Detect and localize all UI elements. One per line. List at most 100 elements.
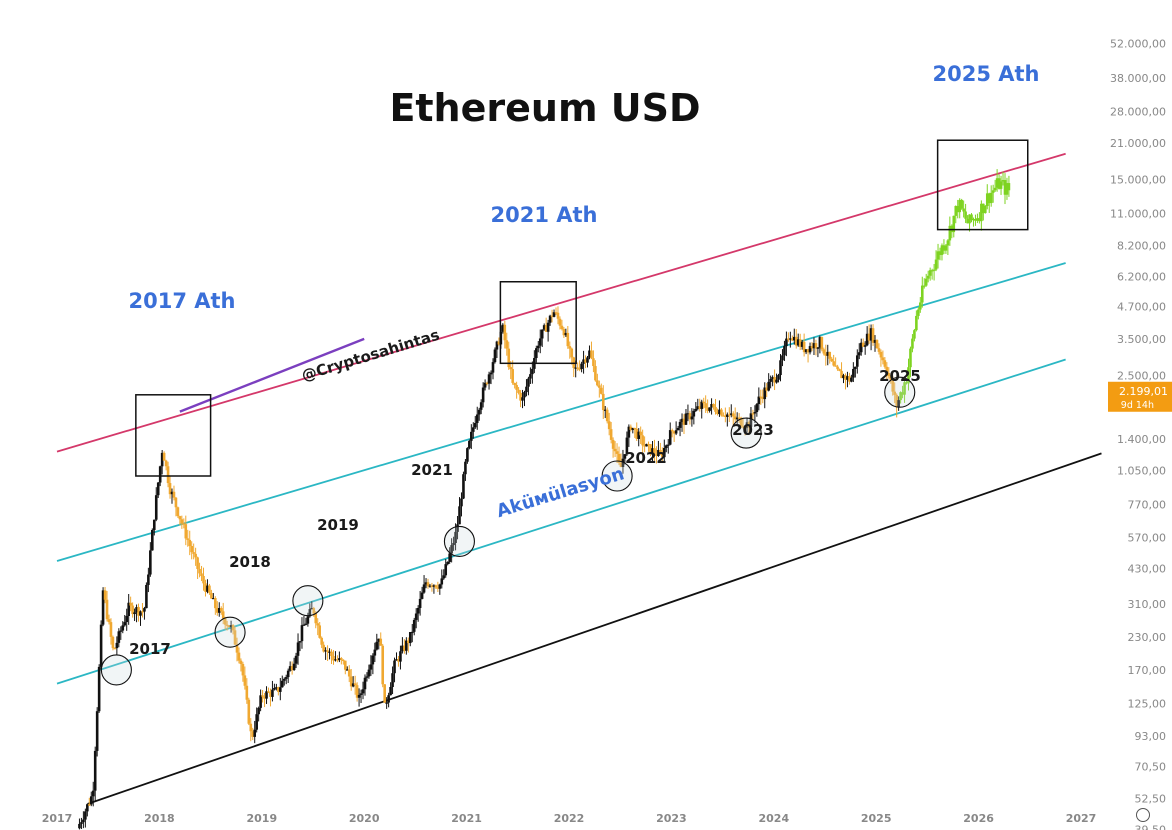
- candle: [117, 628, 121, 648]
- candle-body: [779, 360, 782, 376]
- candle-body: [625, 437, 629, 455]
- candle: [842, 373, 845, 384]
- candle-body: [985, 193, 989, 207]
- candle-body: [180, 519, 184, 524]
- candle: [416, 605, 420, 622]
- candle: [938, 247, 942, 261]
- candle: [324, 647, 327, 660]
- candle: [917, 307, 920, 320]
- price-tag: [1108, 381, 1172, 412]
- candle-body: [920, 285, 924, 303]
- candle-body: [783, 346, 786, 356]
- candle-body: [789, 338, 792, 340]
- candle: [385, 697, 388, 709]
- candle: [450, 538, 453, 563]
- candle-body: [403, 645, 406, 651]
- candle: [365, 672, 369, 682]
- candle: [536, 341, 540, 353]
- candle: [470, 424, 473, 450]
- candle-body: [907, 367, 910, 384]
- candle: [320, 636, 323, 649]
- candle: [418, 590, 422, 616]
- candle: [865, 326, 869, 347]
- candle-body: [905, 382, 908, 384]
- candle: [275, 683, 278, 691]
- candle-body: [154, 495, 158, 520]
- settings-icon[interactable]: [1136, 808, 1150, 822]
- candle-body: [586, 357, 589, 363]
- candle-body: [686, 413, 690, 415]
- candle: [596, 373, 599, 387]
- x-tick-label: 2026: [963, 812, 994, 825]
- candle: [477, 407, 481, 421]
- candle: [552, 309, 556, 318]
- candle-body: [708, 407, 711, 411]
- candle-body: [716, 411, 719, 415]
- candle-body: [554, 312, 558, 314]
- candle-body: [576, 367, 579, 369]
- candle-body: [594, 366, 597, 381]
- candle: [231, 624, 235, 635]
- candle: [586, 355, 589, 368]
- candle-body: [296, 642, 300, 656]
- candle-body: [605, 409, 609, 422]
- candle-body: [190, 546, 193, 553]
- candle-body: [237, 652, 241, 661]
- candle-body: [989, 192, 993, 204]
- candle: [881, 350, 885, 365]
- candle: [288, 661, 292, 672]
- candle: [121, 621, 125, 634]
- candle: [1005, 177, 1009, 200]
- candle-body: [627, 426, 631, 438]
- candle: [558, 316, 562, 330]
- candle: [964, 203, 967, 224]
- candle: [684, 409, 688, 425]
- candle: [789, 331, 792, 348]
- candle: [507, 341, 511, 370]
- candle: [802, 333, 806, 357]
- candle-body: [405, 640, 408, 651]
- candle: [241, 661, 245, 682]
- candle-body: [710, 404, 713, 408]
- candle: [383, 684, 386, 703]
- candle: [493, 347, 497, 364]
- candle-body: [513, 382, 516, 386]
- candle-body: [357, 694, 361, 698]
- candle: [570, 347, 574, 365]
- candle: [828, 351, 832, 364]
- candle-body: [814, 343, 818, 349]
- candle: [820, 336, 824, 352]
- candle: [678, 419, 682, 437]
- candle-body: [966, 218, 969, 224]
- candle: [960, 198, 963, 210]
- candle: [625, 431, 629, 457]
- x-axis: 2017 2018 2019 2020 2021 2022 2023 2024 2025 2026…: [42, 812, 1097, 825]
- candle: [932, 263, 936, 281]
- channel-line-mid_upper: [56, 262, 1066, 562]
- candle-body: [493, 349, 497, 363]
- candle-body: [383, 684, 386, 703]
- candle-body: [119, 630, 123, 632]
- candle-body: [747, 422, 751, 427]
- candle-body: [401, 645, 404, 652]
- candle-body: [477, 409, 481, 415]
- candle: [974, 214, 977, 226]
- candle-body: [292, 663, 296, 670]
- candle-body: [446, 561, 449, 565]
- candle-body: [922, 285, 926, 287]
- candle: [564, 328, 568, 337]
- candle: [781, 349, 784, 367]
- candle: [300, 617, 304, 649]
- candle-body: [664, 445, 668, 449]
- candle-body: [395, 659, 398, 661]
- candle-body: [690, 416, 694, 420]
- candle: [184, 515, 188, 546]
- candle: [724, 407, 727, 423]
- candle: [448, 547, 451, 564]
- candle: [970, 213, 973, 223]
- candle: [296, 633, 300, 665]
- candle: [251, 727, 255, 741]
- candle-body: [999, 181, 1003, 189]
- candle-body: [663, 448, 666, 458]
